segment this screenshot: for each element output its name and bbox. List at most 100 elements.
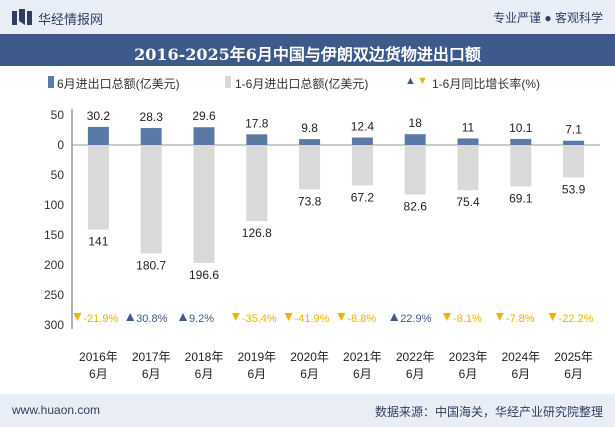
x-tick-label-year: 2019年 — [237, 350, 276, 364]
growth-down-triangle-icon — [231, 313, 240, 321]
x-tick-label-month: 6月 — [564, 367, 583, 381]
cumulative-bar — [404, 145, 426, 195]
monthly-value-label: 30.2 — [87, 109, 111, 123]
growth-rate-label: -8.8% — [347, 313, 376, 325]
cumulative-bar — [299, 145, 321, 190]
x-tick-label-month: 6月 — [89, 367, 108, 381]
legend-up-triangle-icon: ▲ — [405, 75, 416, 87]
monthly-value-label: 12.4 — [351, 120, 375, 134]
monthly-value-label: 29.6 — [192, 109, 216, 123]
x-tick-label-month: 6月 — [459, 367, 478, 381]
cumulative-value-label: 73.8 — [298, 194, 322, 208]
monthly-bar — [563, 140, 585, 145]
cumulative-bar — [351, 145, 373, 186]
cumulative-value-label: 141 — [88, 235, 108, 249]
monthly-value-label: 18 — [409, 116, 423, 130]
x-tick-label-month: 6月 — [511, 367, 530, 381]
x-tick-label-year: 2016年 — [79, 350, 118, 364]
monthly-bar — [193, 127, 215, 145]
cumulative-value-label: 67.2 — [351, 190, 375, 204]
monthly-bar — [299, 139, 321, 145]
y-tick-label: 150 — [44, 228, 64, 242]
monthly-value-label: 28.3 — [140, 110, 164, 124]
x-tick-label-year: 2018年 — [185, 350, 224, 364]
x-tick-label-month: 6月 — [300, 367, 319, 381]
cumulative-value-label: 75.4 — [456, 195, 480, 209]
cumulative-bar — [140, 145, 162, 254]
y-tick-label: 100 — [44, 198, 64, 212]
growth-rate-label: -21.9% — [83, 313, 118, 325]
site-url: www.huaon.com — [12, 403, 101, 417]
monthly-bar — [246, 134, 268, 145]
x-tick-label-month: 6月 — [247, 367, 266, 381]
growth-rate-label: -22.2% — [559, 313, 594, 325]
growth-rate-label: 22.9% — [400, 313, 431, 325]
x-tick-label-year: 2022年 — [396, 350, 435, 364]
footer-bar: www.huaon.com 数据来源：中国海关，华经产业研究院整理 — [0, 394, 615, 427]
monthly-value-label: 7.1 — [565, 123, 582, 137]
legend-label-growth: 1-6月同比增长率(%) — [432, 77, 541, 91]
cumulative-bar — [246, 145, 268, 222]
monthly-value-label: 11 — [462, 120, 475, 134]
cumulative-value-label: 53.9 — [562, 182, 586, 196]
huajing-logo-icon — [12, 9, 32, 25]
top-bar: 华经情报网 专业严谨 ● 客观科学 — [0, 0, 615, 34]
x-tick-label-year: 2020年 — [290, 350, 329, 364]
y-tick-label: 50 — [51, 108, 65, 122]
growth-rate-label: 9.2% — [189, 313, 214, 325]
cumulative-bar — [563, 145, 585, 178]
monthly-bar — [510, 138, 532, 145]
y-tick-label: 0 — [57, 138, 64, 152]
cumulative-value-label: 196.6 — [189, 268, 219, 282]
legend-down-triangle-icon: ▼ — [417, 75, 428, 87]
x-tick-label-month: 6月 — [353, 367, 372, 381]
cumulative-value-label: 82.6 — [404, 200, 428, 214]
monthly-bar — [457, 138, 479, 145]
growth-rate-label: 30.8% — [136, 313, 167, 325]
slogan: 专业严谨 ● 客观科学 — [493, 11, 603, 25]
growth-rate-label: -41.9% — [295, 313, 330, 325]
x-tick-label-month: 6月 — [142, 367, 161, 381]
title-bar: 2016-2025年6月中国与伊朗双边货物进出口额 — [0, 34, 615, 66]
bar-chart: 50 0 50 100 150 200 250 300 141 30.2 -21.9% 2016年 6月… — [44, 108, 600, 381]
monthly-value-label: 9.8 — [301, 121, 318, 135]
legend-label-cumulative: 1-6月进出口总额(亿美元) — [235, 77, 369, 91]
growth-rate-label: -8.1% — [453, 313, 482, 325]
legend-label-monthly: 6月进出口总额(亿美元) — [57, 77, 180, 91]
growth-rate-label: -35.4% — [242, 313, 277, 325]
monthly-bar — [140, 128, 162, 145]
growth-down-triangle-icon — [443, 313, 451, 321]
growth-up-triangle-icon — [390, 313, 399, 321]
y-tick-label: 300 — [44, 318, 64, 332]
monthly-value-label: 10.1 — [509, 121, 533, 135]
data-source: 数据来源：中国海关，华经产业研究院整理 — [374, 405, 603, 419]
monthly-bar — [351, 137, 373, 145]
cumulative-value-label: 180.7 — [136, 258, 166, 272]
brand-name: 华经情报网 — [38, 12, 104, 27]
cumulative-bar — [457, 145, 479, 191]
growth-down-triangle-icon — [337, 313, 346, 321]
x-tick-label-year: 2025年 — [554, 350, 593, 364]
legend-swatch-monthly — [48, 76, 54, 88]
x-tick-label-year: 2021年 — [343, 350, 382, 364]
legend-swatch-cumulative — [225, 76, 231, 88]
cumulative-value-label: 126.8 — [242, 226, 272, 240]
x-tick-label-month: 6月 — [406, 367, 425, 381]
y-tick-label: 250 — [44, 288, 64, 302]
cumulative-bar — [193, 145, 215, 263]
growth-up-triangle-icon — [179, 313, 187, 321]
y-tick-label: 50 — [51, 168, 65, 182]
x-tick-label-year: 2024年 — [501, 350, 540, 364]
growth-down-triangle-icon — [495, 313, 504, 321]
growth-up-triangle-icon — [126, 313, 135, 321]
growth-down-triangle-icon — [548, 313, 557, 321]
monthly-bar — [87, 126, 109, 145]
y-tick-label: 200 — [44, 258, 64, 272]
x-tick-label-year: 2017年 — [132, 350, 171, 364]
cumulative-bar — [87, 145, 109, 230]
growth-rate-label: -7.8% — [506, 313, 535, 325]
cumulative-value-label: 69.1 — [509, 191, 533, 205]
x-tick-label-year: 2023年 — [449, 350, 488, 364]
chart-title: 2016-2025年6月中国与伊朗双边货物进出口额 — [134, 45, 481, 64]
